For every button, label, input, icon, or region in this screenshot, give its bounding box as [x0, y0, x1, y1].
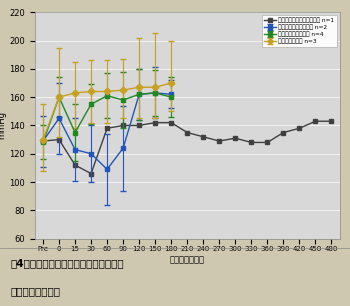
- 牛駄手術台：イソフルレン n=1: [121, 124, 125, 127]
- 牛駄手術台：イソフルレン n=1: [57, 138, 61, 141]
- 牛駄手術台：イソフルレン n=1: [313, 119, 317, 123]
- 牛駄手術台：イソフルレン n=1: [169, 121, 173, 125]
- 牛駄手術台：イソフルレン n=1: [73, 163, 77, 167]
- Text: 血圧の推移: 血圧の推移: [10, 286, 61, 296]
- 牛駄手術台：イソフルレン n=1: [298, 126, 302, 130]
- 牛駄手術台：イソフルレン n=1: [265, 140, 270, 144]
- 牛駄手術台：イソフルレン n=1: [185, 131, 189, 134]
- Legend: 牛駄手術台：イソフルレン n=1, 横臥位：イソフルレン n=2, 横臥位：キシラジン n=4, 横臥位：鸞麻酔 n=3: 牛駄手術台：イソフルレン n=1, 横臥位：イソフルレン n=2, 横臥位：キシ…: [262, 15, 337, 47]
- 牛駄手術台：イソフルレン n=1: [89, 172, 93, 175]
- 牛駄手術台：イソフルレン n=1: [137, 124, 141, 127]
- 牛駄手術台：イソフルレン n=1: [201, 135, 205, 139]
- Text: 围4　全身吸入麻酔下での牛の平均動脈: 围4 全身吸入麻酔下での牛の平均動脈: [10, 258, 124, 268]
- 牛駄手術台：イソフルレン n=1: [281, 131, 286, 134]
- Line: 牛駄手術台：イソフルレン n=1: 牛駄手術台：イソフルレン n=1: [41, 119, 334, 176]
- 牛駄手術台：イソフルレン n=1: [249, 140, 253, 144]
- X-axis label: 経過時間（分）: 経過時間（分）: [170, 255, 205, 264]
- Y-axis label: mmHg: mmHg: [0, 111, 7, 140]
- 牛駄手術台：イソフルレン n=1: [217, 139, 222, 143]
- 牛駄手術台：イソフルレン n=1: [233, 136, 237, 140]
- 牛駄手術台：イソフルレン n=1: [329, 119, 334, 123]
- 牛駄手術台：イソフルレン n=1: [105, 126, 109, 130]
- 牛駄手術台：イソフルレン n=1: [153, 121, 157, 125]
- 牛駄手術台：イソフルレン n=1: [41, 139, 45, 143]
